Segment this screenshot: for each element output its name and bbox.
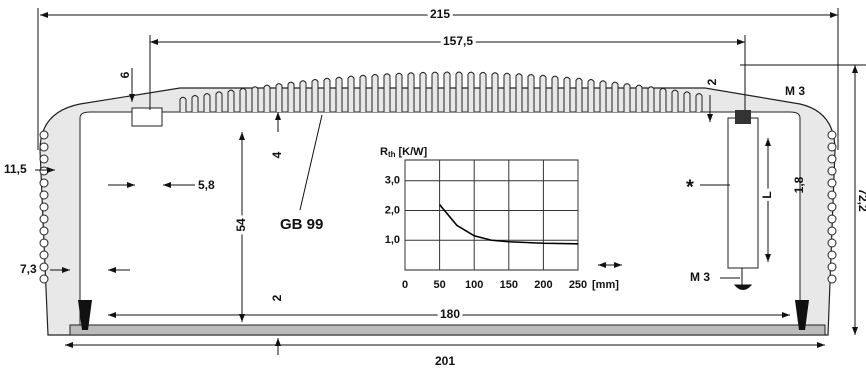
dimension-lines bbox=[35, 8, 866, 355]
dim-label: 1,8 bbox=[792, 176, 806, 193]
dim-label: 157,5 bbox=[443, 34, 473, 48]
dim-label: 54 bbox=[234, 218, 248, 232]
groove bbox=[39, 226, 49, 236]
x-tick-label: 0 bbox=[402, 279, 408, 291]
groove bbox=[827, 178, 837, 188]
y-tick-label: 1,0 bbox=[385, 234, 400, 246]
dim-label: 11,5 bbox=[4, 162, 27, 176]
dim-label: 180 bbox=[440, 307, 460, 321]
x-tick-label: 250 bbox=[569, 279, 587, 291]
x-tick-label: 150 bbox=[500, 279, 518, 291]
dim-label: 72,2 bbox=[856, 188, 866, 212]
dim-label: L bbox=[760, 191, 774, 198]
groove bbox=[39, 166, 49, 176]
profile bbox=[39, 71, 837, 336]
groove bbox=[827, 130, 837, 140]
groove bbox=[39, 130, 49, 140]
groove bbox=[39, 154, 49, 164]
groove bbox=[827, 262, 837, 272]
groove bbox=[39, 262, 49, 272]
dim-label: 6 bbox=[118, 71, 132, 78]
dim-label: 2 bbox=[270, 294, 284, 301]
dim-label: 201 bbox=[435, 354, 455, 368]
y-label-main: R bbox=[380, 146, 388, 158]
y-tick-label: 2,0 bbox=[385, 204, 400, 216]
labels: 215 157,5 6 2 M 3 11,5 5,8 4 54 GB 99 72… bbox=[4, 4, 866, 369]
groove bbox=[39, 190, 49, 200]
groove bbox=[39, 274, 49, 284]
y-label-sub: th bbox=[388, 150, 396, 159]
groove bbox=[39, 142, 49, 152]
dim-label: 4 bbox=[270, 151, 284, 158]
dim-label: 2 bbox=[705, 78, 719, 85]
groove bbox=[827, 226, 837, 236]
screw bbox=[733, 268, 753, 290]
y-tick-label: 3,0 bbox=[385, 175, 400, 187]
groove bbox=[827, 250, 837, 260]
screw-channel bbox=[727, 117, 759, 269]
dim-label: M 3 bbox=[690, 270, 710, 284]
plot-area bbox=[404, 159, 579, 271]
groove bbox=[827, 202, 837, 212]
groove bbox=[39, 238, 49, 248]
dim-label: * bbox=[686, 176, 694, 198]
fins bbox=[179, 71, 708, 113]
groove bbox=[827, 214, 837, 224]
x-tick-label: 50 bbox=[433, 279, 445, 291]
dim-label: 7,3 bbox=[20, 262, 37, 276]
groove bbox=[39, 178, 49, 188]
dim-label: 215 bbox=[430, 7, 450, 21]
groove bbox=[827, 238, 837, 248]
groove bbox=[827, 166, 837, 176]
groove bbox=[39, 250, 49, 260]
nut bbox=[735, 110, 751, 124]
dim-label: 5,8 bbox=[198, 178, 215, 192]
groove bbox=[827, 274, 837, 284]
groove bbox=[39, 214, 49, 224]
groove bbox=[827, 190, 837, 200]
x-tick-label: 100 bbox=[465, 279, 483, 291]
base-plate bbox=[69, 324, 826, 336]
x-unit: [mm] bbox=[592, 279, 619, 291]
chart-y-label: Rth [K/W] bbox=[380, 146, 428, 159]
x-tick-label: 200 bbox=[534, 279, 552, 291]
groove bbox=[39, 202, 49, 212]
slot bbox=[131, 107, 163, 127]
dim-label: M 3 bbox=[785, 84, 805, 98]
groove bbox=[827, 154, 837, 164]
groove bbox=[827, 142, 837, 152]
curve bbox=[438, 204, 579, 245]
y-label-unit: [K/W] bbox=[399, 146, 428, 158]
part-label: GB 99 bbox=[280, 216, 323, 233]
